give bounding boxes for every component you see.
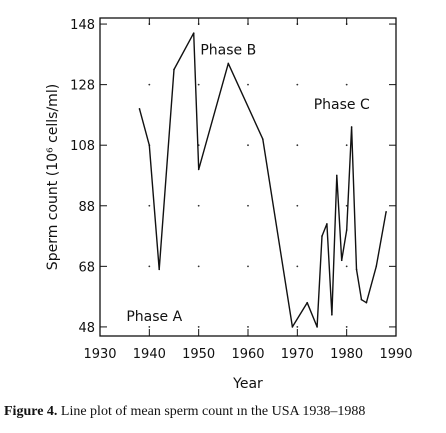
x-tick-label: 1990	[379, 347, 412, 362]
grid-dot	[197, 265, 200, 268]
grid-dot	[296, 265, 299, 268]
data-point	[306, 301, 309, 304]
x-tick-label: 1930	[83, 347, 116, 362]
data-point	[331, 314, 333, 316]
caption-label: Figure 4.	[4, 404, 58, 419]
data-point	[340, 259, 343, 262]
grid-dot	[148, 326, 151, 328]
data-point	[360, 298, 363, 301]
data-point	[326, 223, 328, 225]
data-point	[138, 108, 141, 110]
data-point	[316, 326, 318, 328]
data-point	[365, 301, 368, 304]
grid-dot	[345, 265, 348, 268]
data-point	[291, 326, 294, 328]
x-tick-label: 1980	[330, 347, 363, 362]
grid-dot	[296, 144, 299, 147]
x-axis-title: Year	[232, 376, 263, 392]
x-tick-label: 1970	[281, 347, 314, 362]
y-tick-label: 48	[78, 321, 95, 336]
data-point	[158, 268, 160, 271]
data-point	[173, 68, 175, 71]
grid-dot	[197, 326, 200, 328]
data-point	[262, 138, 264, 140]
grid-dot	[247, 144, 249, 147]
y-tick-label: 148	[70, 18, 95, 33]
x-tick-label: 1940	[133, 347, 166, 362]
data-point	[321, 235, 323, 237]
caption-text: Line plot of mean sperm count ın the USA…	[60, 404, 366, 419]
data-point	[336, 174, 338, 177]
data-point	[355, 268, 358, 271]
series-line	[138, 32, 387, 328]
y-tick-label: 88	[78, 200, 95, 215]
x-tick-label: 1950	[182, 347, 215, 362]
grid-dot	[345, 83, 348, 86]
line-chart: 48 68 88 108 128 148 1930 1940 1950 1960 1970 1980…	[45, 17, 413, 392]
grid-dot	[197, 204, 200, 207]
grid-dot	[345, 326, 348, 328]
data-point	[350, 126, 353, 128]
x-tick-label: 1960	[231, 347, 264, 362]
data-point	[385, 211, 387, 213]
y-tick-label: 68	[78, 260, 95, 275]
grid-dot	[296, 326, 299, 328]
grid-dot	[148, 204, 151, 207]
data-point	[345, 229, 348, 231]
data-point	[197, 168, 200, 171]
grid-dot	[247, 83, 249, 86]
x-tick-labels: 1930 1940 1950 1960 1970 1980 1990	[83, 347, 412, 362]
phase-label: Phase A	[126, 309, 182, 325]
data-point	[192, 32, 195, 34]
grid-dot	[345, 204, 348, 207]
grid-dot	[247, 204, 249, 207]
y-tick-label: 128	[70, 79, 95, 94]
y-tick-label: 108	[70, 139, 95, 154]
figure-caption: Figure 4. Line plot of mean sperm count …	[4, 404, 444, 420]
data-point	[227, 62, 230, 65]
series-layer	[138, 32, 387, 328]
phase-annotations: Phase A Phase B Phase C	[126, 42, 370, 325]
grid-dot	[148, 83, 151, 86]
data-point	[375, 265, 378, 268]
grid-dots	[148, 23, 348, 328]
y-tick-labels: 48 68 88 108 128 148	[70, 18, 95, 336]
grid-dot	[197, 83, 200, 86]
grid-dot	[296, 204, 299, 207]
grid-dot	[247, 326, 249, 328]
axis-ticks	[99, 18, 397, 336]
grid-dot	[296, 83, 299, 86]
grid-dot	[148, 265, 151, 268]
data-point	[148, 144, 151, 146]
phase-label: Phase B	[200, 42, 256, 58]
phase-label: Phase C	[314, 97, 370, 113]
plot-frame	[99, 17, 397, 337]
y-axis-title: Sperm count (10⁶ cells/ml)	[45, 84, 61, 270]
grid-dot	[247, 265, 249, 268]
grid-dot	[345, 144, 348, 147]
